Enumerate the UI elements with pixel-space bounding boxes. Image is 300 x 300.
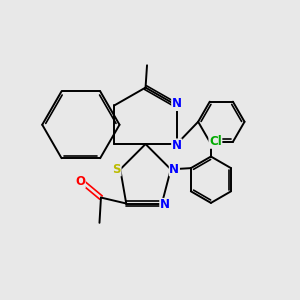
Text: N: N [172, 139, 182, 152]
Text: Cl: Cl [209, 135, 222, 148]
Text: S: S [112, 163, 121, 176]
Text: N: N [160, 199, 170, 212]
Text: N: N [169, 163, 179, 176]
Text: N: N [172, 98, 182, 110]
Text: O: O [75, 175, 85, 188]
